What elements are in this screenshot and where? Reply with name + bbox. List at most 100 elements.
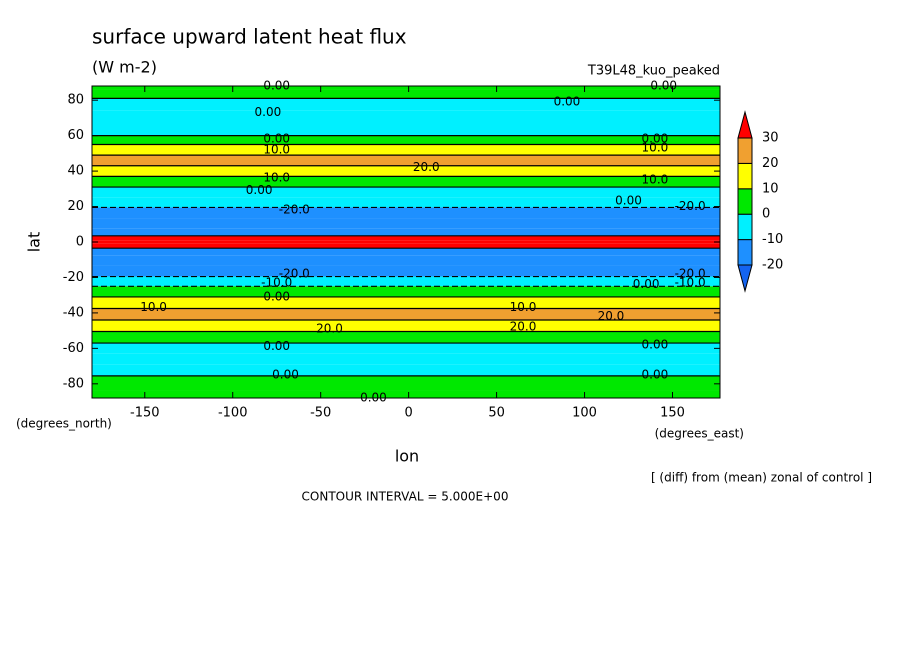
field-band xyxy=(92,308,720,320)
field-band xyxy=(92,228,720,236)
field xyxy=(92,86,720,398)
field-band xyxy=(92,187,720,198)
field-band xyxy=(92,144,720,156)
y-tick-label: 80 xyxy=(67,93,84,108)
y-tick-label: -60 xyxy=(63,341,84,356)
field-band xyxy=(92,235,720,241)
field-band xyxy=(92,165,720,177)
contour-label: 0.00 xyxy=(263,289,290,303)
colorbar-cap xyxy=(737,264,753,293)
field-band xyxy=(92,390,720,398)
footnote: [ (diff) from (mean) zonal of control ] xyxy=(651,471,872,485)
contour-label: 0.00 xyxy=(642,132,669,146)
y-tick-label: 60 xyxy=(67,128,84,143)
field-band xyxy=(92,248,720,256)
colorbar-label: 0 xyxy=(762,207,770,222)
chart-title: surface upward latent heat flux xyxy=(92,25,407,49)
x-axis-label: lon xyxy=(395,447,419,466)
contour-label: 0.00 xyxy=(255,105,282,119)
contour-label: 10.0 xyxy=(263,142,290,156)
colorbar-box xyxy=(737,137,753,164)
contour-label: 10.0 xyxy=(263,171,290,185)
colorbar-cap xyxy=(737,110,753,139)
field-band xyxy=(92,240,720,244)
field-band xyxy=(92,135,720,145)
contour-label: -20.0 xyxy=(279,203,310,217)
contour-label: -20.0 xyxy=(675,266,706,280)
field-band xyxy=(92,207,720,219)
field-band xyxy=(92,331,720,344)
y-tick-label: 20 xyxy=(67,199,84,214)
field-band xyxy=(92,176,720,188)
contour-label: 20.0 xyxy=(413,160,440,174)
x-tick-label: 150 xyxy=(660,406,685,421)
x-units: (degrees_east) xyxy=(655,427,744,441)
x-tick-label: 100 xyxy=(572,406,597,421)
contour-label: 0.00 xyxy=(633,277,660,291)
colorbar-label: -10 xyxy=(762,232,783,247)
contour-label: -20.0 xyxy=(675,199,706,213)
field-band xyxy=(92,86,720,90)
contour-label: 20.0 xyxy=(598,309,625,323)
field-band xyxy=(92,286,720,297)
y-tick-label: -20 xyxy=(63,270,84,285)
colorbar-label: -20 xyxy=(762,258,783,273)
y-tick-label: 40 xyxy=(67,164,84,179)
colorbar-box xyxy=(737,162,753,190)
contour-label: 10.0 xyxy=(642,172,669,186)
y-units: (degrees_north) xyxy=(16,417,112,431)
field-band xyxy=(92,276,720,287)
units: (W m-2) xyxy=(92,58,157,77)
field-band xyxy=(92,197,720,208)
contour-label: -10.0 xyxy=(675,275,706,289)
contour-label: 0.00 xyxy=(615,194,642,208)
contour-label: 0.00 xyxy=(263,339,290,353)
field-band xyxy=(92,343,720,354)
contour-label: 20.0 xyxy=(510,320,537,334)
field-band xyxy=(92,255,720,266)
field-band xyxy=(92,364,720,376)
colorbar-label: 20 xyxy=(762,156,779,171)
contour-label: 0.00 xyxy=(246,183,273,197)
field-band xyxy=(92,89,720,99)
y-axis-label: lat xyxy=(25,232,44,253)
contour-label: -10.0 xyxy=(261,275,292,289)
colorbar-label: 10 xyxy=(762,181,779,196)
overlay: 0.000.000.000.000.0010.00.0010.020.010.0… xyxy=(63,79,783,421)
field-band xyxy=(92,155,720,166)
x-tick-label: -150 xyxy=(130,406,160,421)
field-band xyxy=(92,243,720,249)
field-band xyxy=(92,125,720,136)
x-tick-label: 50 xyxy=(488,406,505,421)
contour-label: 20.0 xyxy=(316,321,343,335)
contour-label: 0.00 xyxy=(642,367,669,381)
y-tick-label: 0 xyxy=(76,235,84,250)
colorbar-box xyxy=(737,213,753,241)
y-tick-label: -40 xyxy=(63,305,84,320)
contour-label: -20.0 xyxy=(279,266,310,280)
y-tick-label: -80 xyxy=(63,376,84,391)
field-band xyxy=(92,218,720,229)
field-band xyxy=(92,265,720,277)
contour-label: 0.00 xyxy=(263,132,290,146)
x-tick-label: -50 xyxy=(310,406,331,421)
field-band xyxy=(92,110,720,125)
field-band xyxy=(92,98,720,111)
contour-label: 0.00 xyxy=(554,94,581,108)
contour-label: 10.0 xyxy=(140,300,167,314)
x-tick-label: 0 xyxy=(404,406,412,421)
field-band xyxy=(92,320,720,332)
x-tick-label: -100 xyxy=(218,406,248,421)
field-band xyxy=(92,296,720,309)
contour-label: 10.0 xyxy=(642,141,669,155)
contour-label: 0.00 xyxy=(642,337,669,351)
contour-label: 0.00 xyxy=(272,367,299,381)
colorbar-box xyxy=(737,188,753,215)
contour-interval: CONTOUR INTERVAL = 5.000E+00 xyxy=(302,490,509,504)
colorbar-label: 30 xyxy=(762,131,779,146)
dataset-label: T39L48_kuo_peaked xyxy=(587,64,720,79)
field-band xyxy=(92,353,720,365)
colorbar-box xyxy=(737,239,753,266)
field-band xyxy=(92,375,720,391)
